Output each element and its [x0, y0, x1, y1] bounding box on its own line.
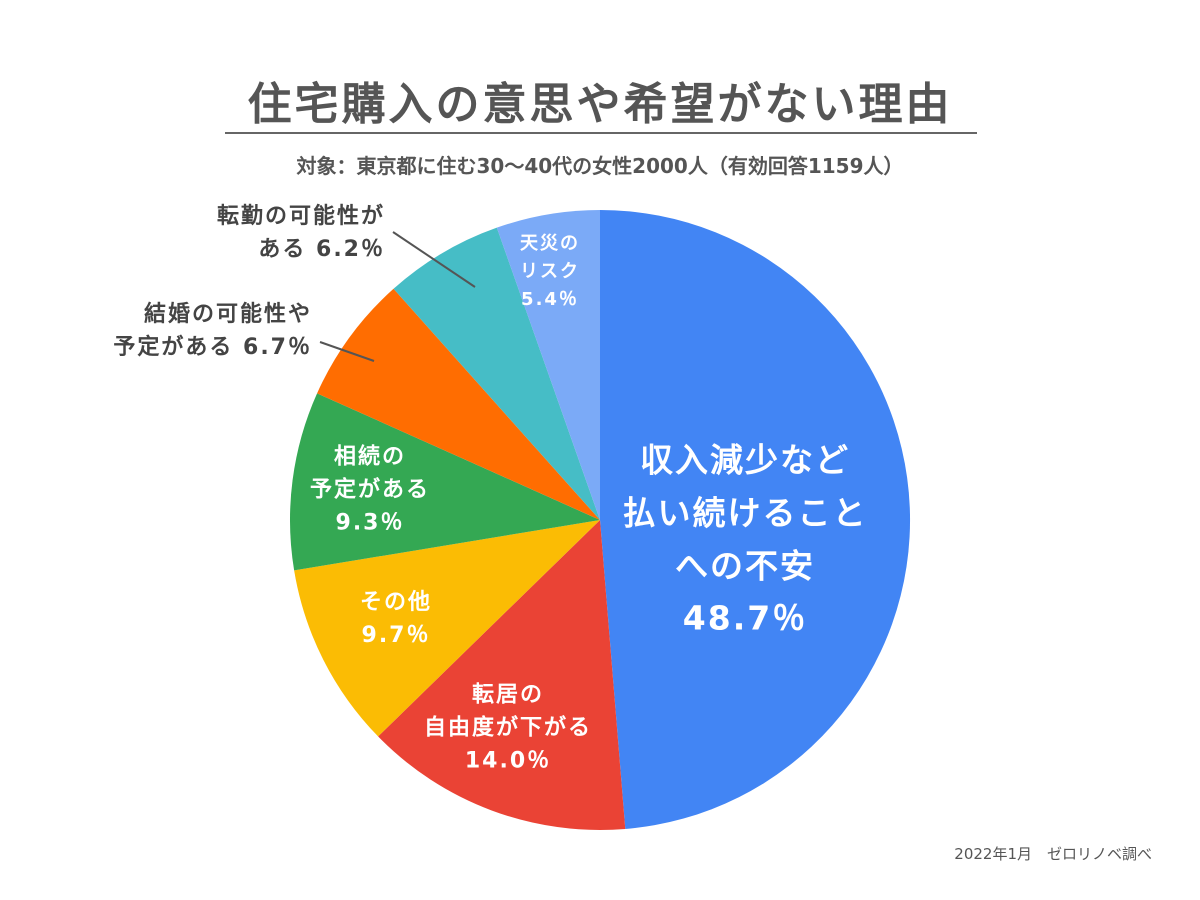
slice-label-relocation: 転居の 自由度が下がる 14.0％ — [423, 682, 593, 774]
slice-label-unease: 収入減少など 払い続けること への不安 48.7％ — [622, 440, 868, 638]
pie-slice-inheritance — [290, 393, 600, 571]
leader-line-transfer — [392, 231, 476, 288]
slice-label-transfer: 転勤の可能性が ある 6.2％ — [216, 204, 385, 262]
slice-label-disaster: 天災の リスク 5.4％ — [520, 233, 580, 310]
pie-slice-marriage — [317, 288, 600, 520]
pie-slice-transfer — [393, 227, 600, 521]
slice-label-inheritance: 相続の 予定がある 9.3％ — [309, 444, 431, 536]
pie-slice-disaster — [496, 210, 600, 520]
pie-slice-unease — [600, 210, 911, 829]
pie-slice-relocation — [378, 520, 626, 831]
leader-line-marriage — [319, 341, 375, 362]
pie-slice-other — [294, 520, 600, 737]
slice-label-marriage: 結婚の可能性や 予定がある 6.7％ — [113, 302, 312, 360]
chart-title: 住宅購入の意思や希望がない理由 — [247, 79, 953, 130]
source-note: 2022年1月 ゼロリノベ調べ — [954, 845, 1152, 863]
slice-label-other: その他 9.7％ — [359, 590, 433, 648]
title-divider — [225, 132, 977, 134]
chart-subtitle: 対象：東京都に住む30〜40代の女性2000人（有効回答1159人） — [296, 154, 904, 178]
